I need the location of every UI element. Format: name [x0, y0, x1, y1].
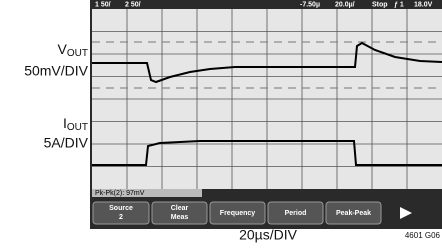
softkey-label: Period [285, 210, 307, 217]
run-status: Stop [372, 1, 388, 8]
vout-scale: 50mV/DIV [24, 63, 88, 79]
label-sub: OUT [67, 122, 88, 133]
ch1-scale: 1 50/ [95, 1, 111, 8]
softkey-label: Peak-Peak [336, 210, 371, 217]
timebase: 20.0µ/ [335, 1, 355, 8]
trigger-level: 18.0V [414, 1, 433, 8]
trigger: ƒ 1 [394, 1, 404, 8]
figure-id: 4601 G06 [405, 231, 441, 240]
softkey-label: Frequency [220, 210, 256, 217]
footer-timebase: 20µs/DIV [239, 227, 298, 243]
iout-scale: 5A/DIV [44, 135, 89, 151]
measurement: Pk-Pk(2): 97mV [95, 190, 145, 197]
label-sub: OUT [67, 48, 88, 59]
vout-label: VOUT [58, 41, 88, 59]
iout-label: IOUT [63, 115, 88, 133]
delay: -7.50µ [300, 1, 320, 8]
ch2-scale: 2 50/ [125, 1, 141, 8]
figure: 1 50/ 2 50/ -7.50µ 20.0µ/ Stop ƒ 1 18.0V… [0, 0, 442, 243]
